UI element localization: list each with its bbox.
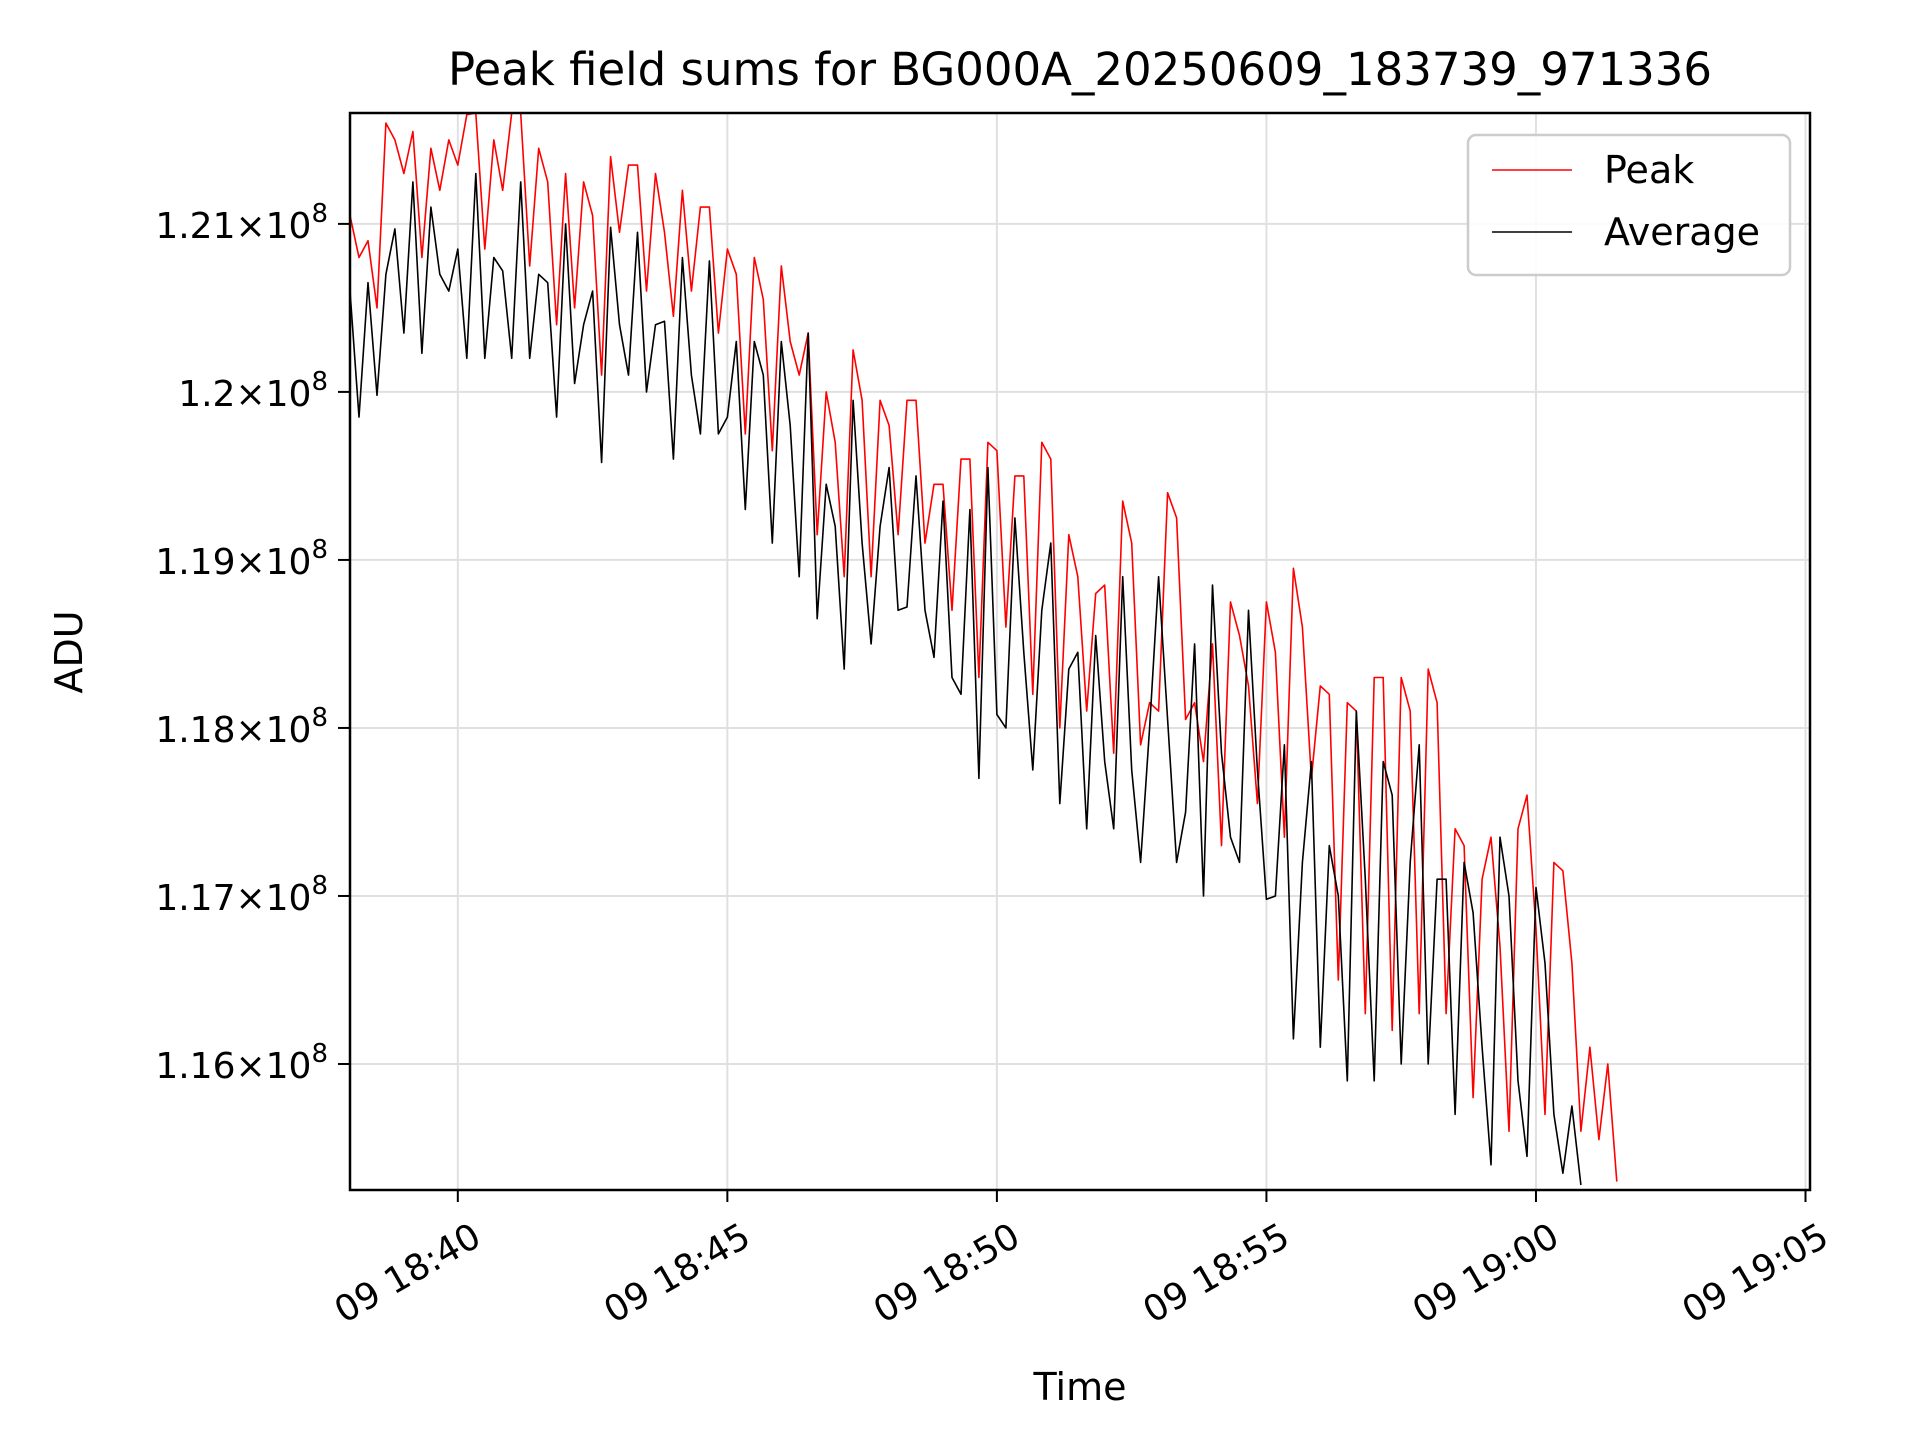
y-tick-exponent: 8: [311, 871, 328, 901]
y-tick-times: ×10: [235, 878, 311, 919]
legend-label-average: Average: [1604, 210, 1760, 254]
y-tick-mantissa: 1.2: [178, 374, 235, 415]
y-tick-label: 1.16×108: [155, 1039, 328, 1087]
y-tick-exponent: 8: [311, 199, 328, 229]
y-tick-exponent: 8: [311, 367, 328, 397]
y-tick-label: 1.19×108: [155, 535, 328, 583]
y-tick-times: ×10: [235, 1046, 311, 1087]
plot-area: [348, 111, 1812, 1192]
y-tick-exponent: 8: [311, 1039, 328, 1069]
chart-title: Peak field sums for BG000A_20250609_1837…: [448, 43, 1712, 96]
legend: Peak Average: [1466, 133, 1792, 277]
y-tick-label: 1.17×108: [155, 871, 328, 919]
y-tick-mantissa: 1.16: [155, 1046, 235, 1087]
y-tick-times: ×10: [235, 206, 311, 247]
y-tick-mantissa: 1.19: [155, 542, 235, 583]
series-line-average: [349, 172, 1582, 1186]
gridlines: [350, 113, 1810, 1190]
y-tick-label: 1.21×108: [155, 199, 328, 247]
y-tick-mantissa: 1.21: [155, 206, 235, 247]
series-line-peak: [349, 112, 1618, 1182]
y-tick-label: 1.2×108: [178, 367, 328, 415]
plot-frame: [348, 111, 1812, 1192]
legend-label-peak: Peak: [1604, 148, 1694, 192]
y-tick-mantissa: 1.17: [155, 878, 235, 919]
y-tick-times: ×10: [235, 542, 311, 583]
y-tick-label: 1.18×108: [155, 703, 328, 751]
y-axis: 1.16×1081.17×1081.18×1081.19×1081.2×1081…: [155, 199, 350, 1087]
y-tick-exponent: 8: [311, 535, 328, 565]
series-group: [349, 112, 1618, 1186]
y-axis-label: ADU: [47, 610, 91, 693]
y-tick-times: ×10: [235, 374, 311, 415]
x-axis-label: Time: [1033, 1365, 1127, 1409]
y-tick-times: ×10: [235, 710, 311, 751]
y-tick-exponent: 8: [311, 703, 328, 733]
y-tick-mantissa: 1.18: [155, 710, 235, 751]
